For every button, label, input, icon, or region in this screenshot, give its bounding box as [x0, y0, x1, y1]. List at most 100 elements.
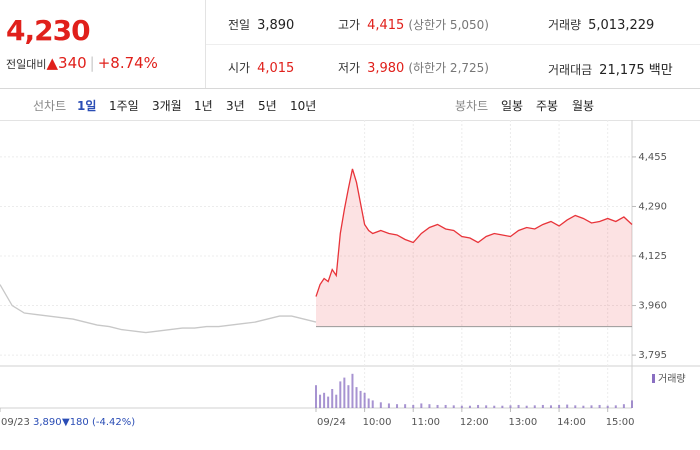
- y-tick-label: 4,290: [638, 201, 667, 212]
- rate: +8.74%: [97, 54, 158, 72]
- volume-bar: [327, 396, 330, 408]
- change-row: 전일대비▲340 | +8.74%: [6, 54, 158, 72]
- stat-label: 시가: [228, 61, 251, 75]
- volume-bar: [379, 402, 382, 408]
- toolbar: 선차트 1일 1주일 3개월 1년 3년 5년 10년 봉차트 일봉 주봉 월봉: [0, 89, 700, 121]
- x-tick-label: 15:00: [606, 417, 635, 428]
- period-tab[interactable]: 5년: [258, 99, 277, 113]
- y-tick-label: 3,960: [638, 301, 667, 312]
- period-tab[interactable]: 3개월: [152, 99, 182, 113]
- volume-bar: [493, 405, 496, 408]
- stat: 저가 3,980 (하한가 2,725): [338, 59, 489, 76]
- stat: 거래량 5,013,229: [548, 16, 654, 33]
- tab-label: 선차트: [33, 99, 67, 113]
- legend-label: 거래량: [658, 373, 686, 385]
- volume-bar: [541, 404, 544, 408]
- stat-value: 3,890: [257, 18, 295, 33]
- divider: [0, 88, 700, 89]
- prev-change: ▼180 (-4.42%): [62, 417, 135, 428]
- stat-note: (상한가 5,050): [408, 18, 489, 32]
- volume-bar: [387, 403, 390, 408]
- candle-tab[interactable]: 일봉: [501, 99, 524, 113]
- period-tab[interactable]: 3년: [226, 99, 245, 113]
- volume-bar: [631, 400, 633, 408]
- period-tab[interactable]: 1년: [194, 99, 213, 113]
- volume-bar: [331, 389, 334, 408]
- y-tick-label: 3,795: [638, 350, 667, 361]
- line: [0, 284, 317, 334]
- volume-bar: [428, 404, 431, 408]
- volume-bar: [396, 404, 399, 408]
- x-tick-label: 11:00: [411, 417, 440, 428]
- volume-bar: [315, 385, 317, 408]
- prev-close: 3,890: [33, 417, 62, 428]
- tab-label: 봉차트: [455, 99, 489, 113]
- volume-bar: [622, 404, 625, 408]
- volume-bar: [558, 404, 561, 408]
- stat-value: 4,015: [257, 61, 295, 76]
- separator: |: [89, 54, 95, 72]
- x-tick-label: 13:00: [508, 417, 537, 428]
- volume-bar: [323, 392, 326, 408]
- stat-value: 21,175 백만: [599, 63, 673, 78]
- volume-bar: [355, 387, 358, 408]
- stat-note: (하한가 2,725): [408, 61, 489, 75]
- stat: 고가 4,415 (상한가 5,050): [338, 16, 489, 33]
- volume-bar: [533, 405, 536, 408]
- volume-bar: [436, 404, 439, 408]
- candle-tab[interactable]: 월봉: [572, 99, 595, 113]
- price: 4,230: [6, 14, 91, 47]
- volume-bar: [367, 398, 370, 408]
- volume-bar: [343, 377, 346, 408]
- volume-bar: [614, 405, 617, 408]
- stats: 전일 3,890 고가 4,415 (상한가 5,050) 거래량 5,013,229 시가 4…: [206, 0, 700, 88]
- volume-bar: [517, 404, 520, 408]
- volume-bar: [335, 394, 338, 408]
- x-tick-label: 10:00: [363, 417, 392, 428]
- stat-label: 고가: [338, 18, 361, 32]
- x-tick-label: 12:00: [460, 417, 489, 428]
- volume-bar: [509, 405, 512, 408]
- stat-label: 저가: [338, 61, 361, 75]
- volume-bar: [347, 385, 350, 408]
- stat: 전일 3,890: [228, 16, 294, 33]
- volume-bar: [420, 403, 423, 408]
- change-label: 전일대비: [6, 58, 47, 71]
- period-tab[interactable]: 1주일: [109, 99, 139, 113]
- candle-tab[interactable]: 주봉: [536, 99, 559, 113]
- area: [316, 168, 632, 327]
- volume-bar: [351, 373, 354, 408]
- y-tick-label: 4,455: [638, 152, 667, 163]
- x-tick-label: 14:00: [557, 417, 586, 428]
- volume-bar: [468, 405, 471, 408]
- volume-bar: [412, 404, 415, 408]
- line: [315, 168, 633, 297]
- volume-bar: [359, 390, 362, 408]
- volume-bar: [371, 400, 374, 408]
- x-tick-label: 09/23: [1, 417, 30, 428]
- volume-bar: [477, 404, 480, 408]
- period-tab[interactable]: 1일: [77, 99, 97, 113]
- divider: [206, 44, 700, 45]
- change: ▲340: [46, 54, 87, 72]
- volume-bar: [598, 404, 601, 408]
- stat: 거래대금 21,175 백만: [548, 59, 673, 78]
- volume-bar: [363, 392, 366, 408]
- stat-value: 3,980: [367, 61, 405, 76]
- volume-bar: [549, 405, 552, 408]
- volume-bar: [501, 405, 504, 408]
- legend-swatch: [652, 374, 655, 383]
- period-tab[interactable]: 10년: [290, 99, 317, 113]
- volume-bar: [590, 405, 593, 408]
- volume-bar: [566, 404, 569, 408]
- volume-bar: [582, 405, 585, 408]
- stat-label: 전일: [228, 18, 251, 32]
- volume-bar: [525, 405, 528, 408]
- y-tick-label: 4,125: [638, 251, 667, 262]
- volume-bar: [444, 404, 447, 408]
- stat-label: 거래량: [548, 18, 582, 32]
- volume-bar: [606, 405, 609, 408]
- volume-bar: [319, 394, 322, 408]
